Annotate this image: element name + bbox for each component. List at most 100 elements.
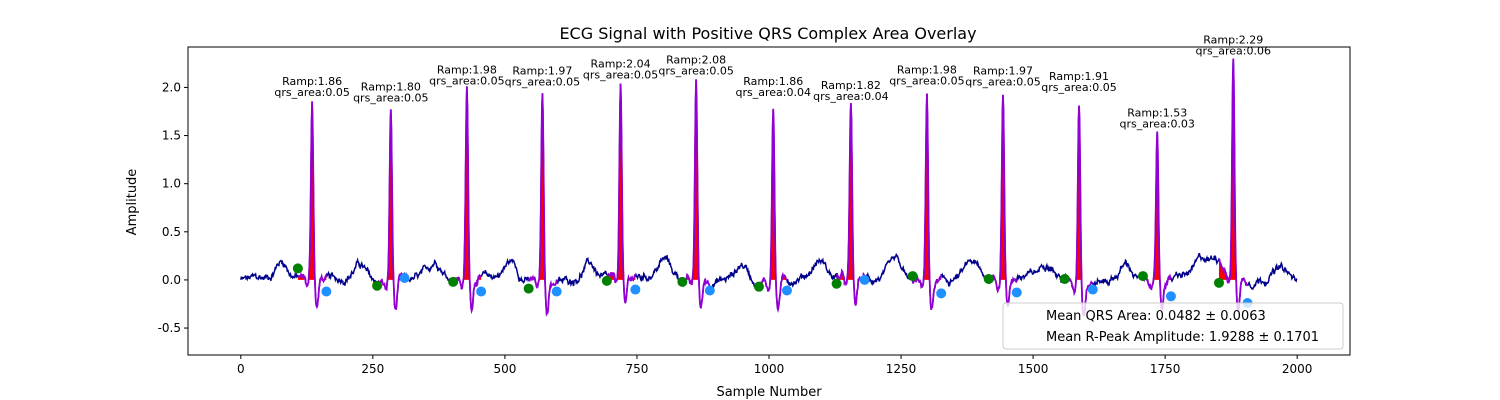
qrs-segment-1 [297, 101, 328, 310]
x-tick-label: 1500 [1018, 362, 1049, 376]
qrs-area-label-6: qrs_area:0.05 [658, 65, 733, 78]
x-tick-label: 1250 [886, 362, 917, 376]
r-amp-label-6: Ramp:2.08 [666, 54, 726, 67]
y-tick-label: -0.5 [158, 321, 181, 335]
qrs-area-label-10: qrs_area:0.05 [965, 75, 1040, 88]
qrs-offset-marker-1 [321, 286, 332, 297]
qrs-onset-marker-7 [753, 281, 764, 292]
r-amp-label-1: Ramp:1.86 [282, 75, 342, 88]
qrs-offset-marker-2 [399, 273, 410, 283]
y-axis: -0.5 0.0 0.5 1.0 1.5 2.0 [158, 80, 188, 335]
qrs-segment-3 [452, 86, 482, 315]
r-amp-label-13: Ramp:2.29 [1203, 34, 1263, 47]
r-amp-label-5: Ramp:2.04 [591, 58, 651, 71]
qrs-segment-4 [527, 93, 558, 317]
qrs-offset-marker-6 [704, 285, 715, 296]
y-tick-label: 1.5 [162, 129, 181, 143]
r-amp-label-7: Ramp:1.86 [743, 75, 803, 88]
y-axis-label: Amplitude [125, 169, 140, 236]
qrs-segment-13 [1218, 58, 1248, 313]
qrs-area-fill-2 [377, 109, 405, 280]
x-axis-label: Sample Number [716, 385, 822, 400]
qrs-area-label-11: qrs_area:0.05 [1041, 81, 1116, 94]
qrs-segment-9 [911, 93, 943, 310]
qrs-offset-marker-3 [476, 286, 487, 297]
x-tick-label: 750 [626, 362, 649, 376]
x-tick-label: 0 [237, 362, 245, 376]
qrs-onset-marker-13 [1214, 277, 1225, 288]
qrs-onset-marker-1 [292, 263, 303, 274]
qrs-onset-marker-10 [983, 273, 994, 284]
qrs-onset-marker-3 [448, 276, 459, 287]
qrs-area-fill-6 [682, 79, 710, 280]
qrs-area-label-13: qrs_area:0.06 [1196, 45, 1271, 58]
qrs-area-fill-1 [297, 101, 327, 280]
qrs-onset-marker-11 [1059, 273, 1070, 284]
qrs-area-label-1: qrs_area:0.05 [274, 86, 349, 99]
r-amp-label-4: Ramp:1.97 [512, 64, 572, 77]
x-tick-label: 500 [493, 362, 516, 376]
r-amp-label-9: Ramp:1.98 [897, 63, 957, 76]
qrs-onset-marker-12 [1137, 271, 1148, 282]
qrs-offset-marker-8 [859, 274, 870, 285]
x-tick-label: 2000 [1282, 362, 1313, 376]
y-tick-label: 0.5 [162, 225, 181, 239]
qrs-offset-marker-7 [781, 285, 792, 296]
r-amp-label-2: Ramp:1.80 [361, 81, 421, 94]
qrs-offset-marker-5 [630, 284, 641, 295]
qrs-area-label-3: qrs_area:0.05 [429, 74, 504, 87]
x-axis: 0 250 500 750 1000 1250 1500 1750 2000 [237, 355, 1312, 376]
qrs-onset-marker-6 [677, 276, 688, 287]
r-amp-label-11: Ramp:1.91 [1049, 70, 1109, 83]
qrs-segment-5 [606, 83, 636, 304]
qrs-onset-marker-5 [601, 275, 612, 286]
plot-area [240, 58, 1298, 317]
r-amp-label-3: Ramp:1.98 [437, 63, 497, 76]
qrs-area-label-8: qrs_area:0.04 [813, 90, 888, 103]
r-amp-label-12: Ramp:1.53 [1127, 107, 1187, 120]
r-amp-label-10: Ramp:1.97 [973, 64, 1033, 77]
qrs-segment-6 [681, 79, 711, 309]
qrs-area-fill-4 [528, 93, 557, 280]
legend: Mean QRS Area: 0.0482 ± 0.0063 Mean R-Pe… [1002, 302, 1344, 350]
qrs-area-label-5: qrs_area:0.05 [583, 69, 658, 82]
qrs-offset-marker-9 [936, 288, 947, 299]
qrs-area-label-4: qrs_area:0.05 [505, 75, 580, 88]
qrs-area-label-9: qrs_area:0.05 [889, 74, 964, 87]
qrs-area-label-7: qrs_area:0.04 [735, 86, 810, 99]
qrs-area-fill-3 [453, 86, 482, 280]
x-tick-label: 1000 [754, 362, 785, 376]
qrs-segment-8 [836, 103, 866, 306]
qrs-area-fill-13 [1219, 58, 1248, 280]
qrs-area-fill-7 [758, 108, 787, 280]
qrs-segment-12 [1142, 131, 1172, 310]
qrs-offset-marker-11 [1087, 284, 1098, 295]
x-tick-label: 1750 [1150, 362, 1181, 376]
qrs-onset-marker-4 [523, 283, 534, 294]
qrs-area-fill-12 [1142, 131, 1171, 280]
legend-box [1002, 302, 1344, 350]
legend-mean-qrs-area: Mean QRS Area: 0.0482 ± 0.0063 [1046, 309, 1266, 324]
y-tick-label: 2.0 [162, 80, 181, 94]
qrs-offset-marker-4 [551, 286, 562, 297]
qrs-offset-marker-12 [1165, 291, 1176, 302]
qrs-segment-7 [758, 108, 788, 313]
qrs-area-fill-8 [836, 103, 865, 280]
qrs-area-fill-9 [912, 93, 942, 280]
qrs-area-fill-11 [1064, 105, 1093, 280]
legend-mean-r-peak: Mean R-Peak Amplitude: 1.9288 ± 0.1701 [1046, 330, 1319, 345]
y-tick-label: 1.0 [162, 177, 181, 191]
qrs-offset-marker-10 [1011, 287, 1022, 298]
qrs-area-label-2: qrs_area:0.05 [353, 92, 428, 105]
x-tick-label: 250 [361, 362, 384, 376]
qrs-area-label-12: qrs_area:0.03 [1119, 118, 1194, 131]
qrs-onset-marker-9 [907, 271, 918, 282]
chart-title: ECG Signal with Positive QRS Complex Are… [559, 24, 976, 43]
qrs-onset-marker-8 [831, 278, 842, 289]
qrs-area-fill-10 [988, 94, 1017, 280]
y-tick-label: 0.0 [162, 273, 181, 287]
r-amp-label-8: Ramp:1.82 [821, 79, 881, 92]
qrs-onset-marker-2 [372, 280, 383, 291]
